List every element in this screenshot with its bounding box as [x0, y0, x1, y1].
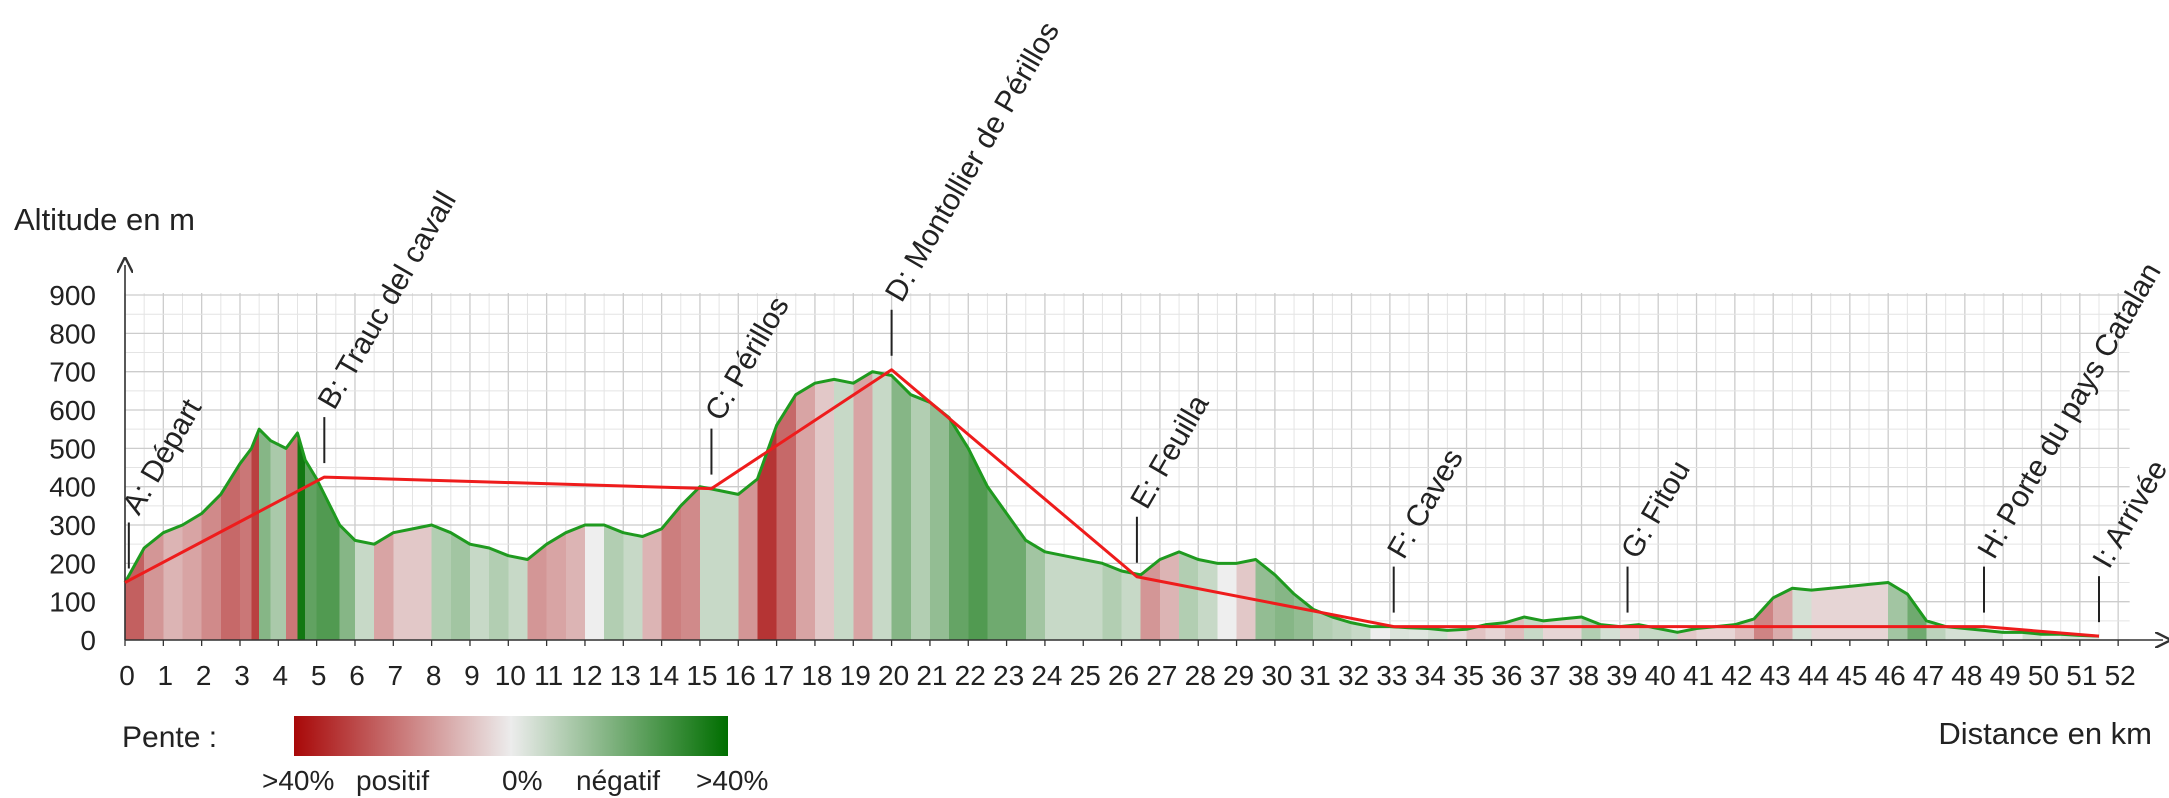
x-tick-label: 23 — [993, 660, 1024, 691]
y-tick-label: 200 — [49, 548, 96, 579]
waypoint-label: G: Fitou — [1615, 455, 1697, 564]
x-tick-label: 49 — [1990, 660, 2021, 691]
x-tick-label: 21 — [916, 660, 947, 691]
x-tick-label: 14 — [648, 660, 679, 691]
x-tick-label: 10 — [495, 660, 526, 691]
y-tick-label: 600 — [49, 395, 96, 426]
x-tick-label: 26 — [1108, 660, 1139, 691]
x-tick-label: 37 — [1530, 660, 1561, 691]
x-tick-label: 34 — [1415, 660, 1446, 691]
x-tick-label: 24 — [1031, 660, 1062, 691]
x-tick-label: 19 — [840, 660, 871, 691]
y-tick-label: 300 — [49, 510, 96, 541]
x-tick-label: 3 — [234, 660, 250, 691]
legend-label-zero: 0% — [502, 765, 542, 796]
legend-label-max-negative: >40% — [696, 765, 768, 796]
y-tick-label: 900 — [49, 280, 96, 311]
x-tick-label: 36 — [1491, 660, 1522, 691]
waypoint-annotation: B: Trauc del cavall — [312, 186, 463, 464]
x-tick-label: 18 — [801, 660, 832, 691]
legend-label-positive: positif — [356, 765, 429, 796]
x-tick-label: 0 — [119, 660, 135, 691]
x-tick-label: 28 — [1185, 660, 1216, 691]
legend-label-max-positive: >40% — [262, 765, 334, 796]
x-tick-label: 1 — [158, 660, 174, 691]
x-tick-label: 15 — [686, 660, 717, 691]
x-tick-label: 48 — [1951, 660, 1982, 691]
x-tick-label: 50 — [2028, 660, 2059, 691]
y-tick-label: 0 — [80, 625, 96, 656]
x-tick-label: 22 — [955, 660, 986, 691]
x-tick-label: 35 — [1453, 660, 1484, 691]
elevation-area — [123, 370, 2100, 640]
y-tick-label: 100 — [49, 587, 96, 618]
x-tick-label: 20 — [878, 660, 909, 691]
waypoint-annotation: H: Porte du pays Catalan — [1971, 257, 2168, 613]
x-tick-label: 31 — [1300, 660, 1331, 691]
x-tick-label: 12 — [571, 660, 602, 691]
waypoint-annotation: G: Fitou — [1615, 455, 1697, 613]
x-tick-label: 38 — [1568, 660, 1599, 691]
x-tick-label: 13 — [610, 660, 641, 691]
waypoint-label: A: Départ — [116, 393, 208, 520]
waypoint-label: B: Trauc del cavall — [312, 186, 463, 415]
waypoint-label: F: Caves — [1381, 444, 1470, 564]
x-tick-label: 32 — [1338, 660, 1369, 691]
x-tick-label: 51 — [2066, 660, 2097, 691]
waypoint-label: C: Périllos — [699, 291, 796, 426]
x-tick-label: 25 — [1070, 660, 1101, 691]
legend-color-bar — [294, 716, 728, 756]
y-axis-title: Altitude en m — [14, 202, 195, 237]
y-tick-label: 800 — [49, 318, 96, 349]
waypoint-annotation: D: Montollier de Périllos — [879, 16, 1066, 356]
x-tick-label: 4 — [273, 660, 289, 691]
legend-label-negative: négatif — [576, 765, 660, 796]
waypoint-line — [124, 368, 2100, 638]
x-tick-label: 41 — [1683, 660, 1714, 691]
x-tick-label: 27 — [1146, 660, 1177, 691]
axes — [125, 265, 2163, 646]
x-tick-label: 30 — [1261, 660, 1292, 691]
x-tick-label: 40 — [1645, 660, 1676, 691]
x-tick-label: 45 — [1836, 660, 1867, 691]
x-tick-label: 39 — [1606, 660, 1637, 691]
x-tick-label: 43 — [1760, 660, 1791, 691]
x-tick-label: 7 — [388, 660, 404, 691]
elevation-profile-line — [123, 370, 2100, 638]
x-tick-label: 2 — [196, 660, 212, 691]
legend-title: Pente : — [122, 721, 217, 754]
waypoint-annotation: F: Caves — [1381, 444, 1470, 613]
x-tick-label: 16 — [725, 660, 756, 691]
waypoint-label: E: Feuilla — [1124, 389, 1215, 514]
x-tick-label: 6 — [349, 660, 365, 691]
y-tick-label: 700 — [49, 357, 96, 388]
x-tick-label: 44 — [1798, 660, 1829, 691]
x-tick-label: 46 — [1875, 660, 1906, 691]
x-tick-label: 8 — [426, 660, 442, 691]
waypoint-connector-line — [124, 368, 2100, 638]
y-tick-label: 400 — [49, 472, 96, 503]
x-axis-title: Distance en km — [1938, 716, 2152, 751]
waypoint-annotation: E: Feuilla — [1124, 389, 1216, 563]
elevation-area-fill — [125, 371, 2099, 640]
x-tick-label: 33 — [1376, 660, 1407, 691]
x-tick-label: 5 — [311, 660, 327, 691]
x-tick-label: 9 — [464, 660, 480, 691]
x-tick-label: 11 — [534, 660, 563, 691]
x-tick-label: 29 — [1223, 660, 1254, 691]
slope-legend: Pente : >40% positif 0% négatif >40% — [122, 716, 768, 796]
y-tick-label: 500 — [49, 433, 96, 464]
x-tick-label: 47 — [1913, 660, 1944, 691]
waypoint-label: D: Montollier de Périllos — [879, 16, 1066, 307]
x-tick-label: 52 — [2105, 660, 2136, 691]
x-tick-label: 17 — [763, 660, 794, 691]
x-tick-label: 42 — [1721, 660, 1752, 691]
